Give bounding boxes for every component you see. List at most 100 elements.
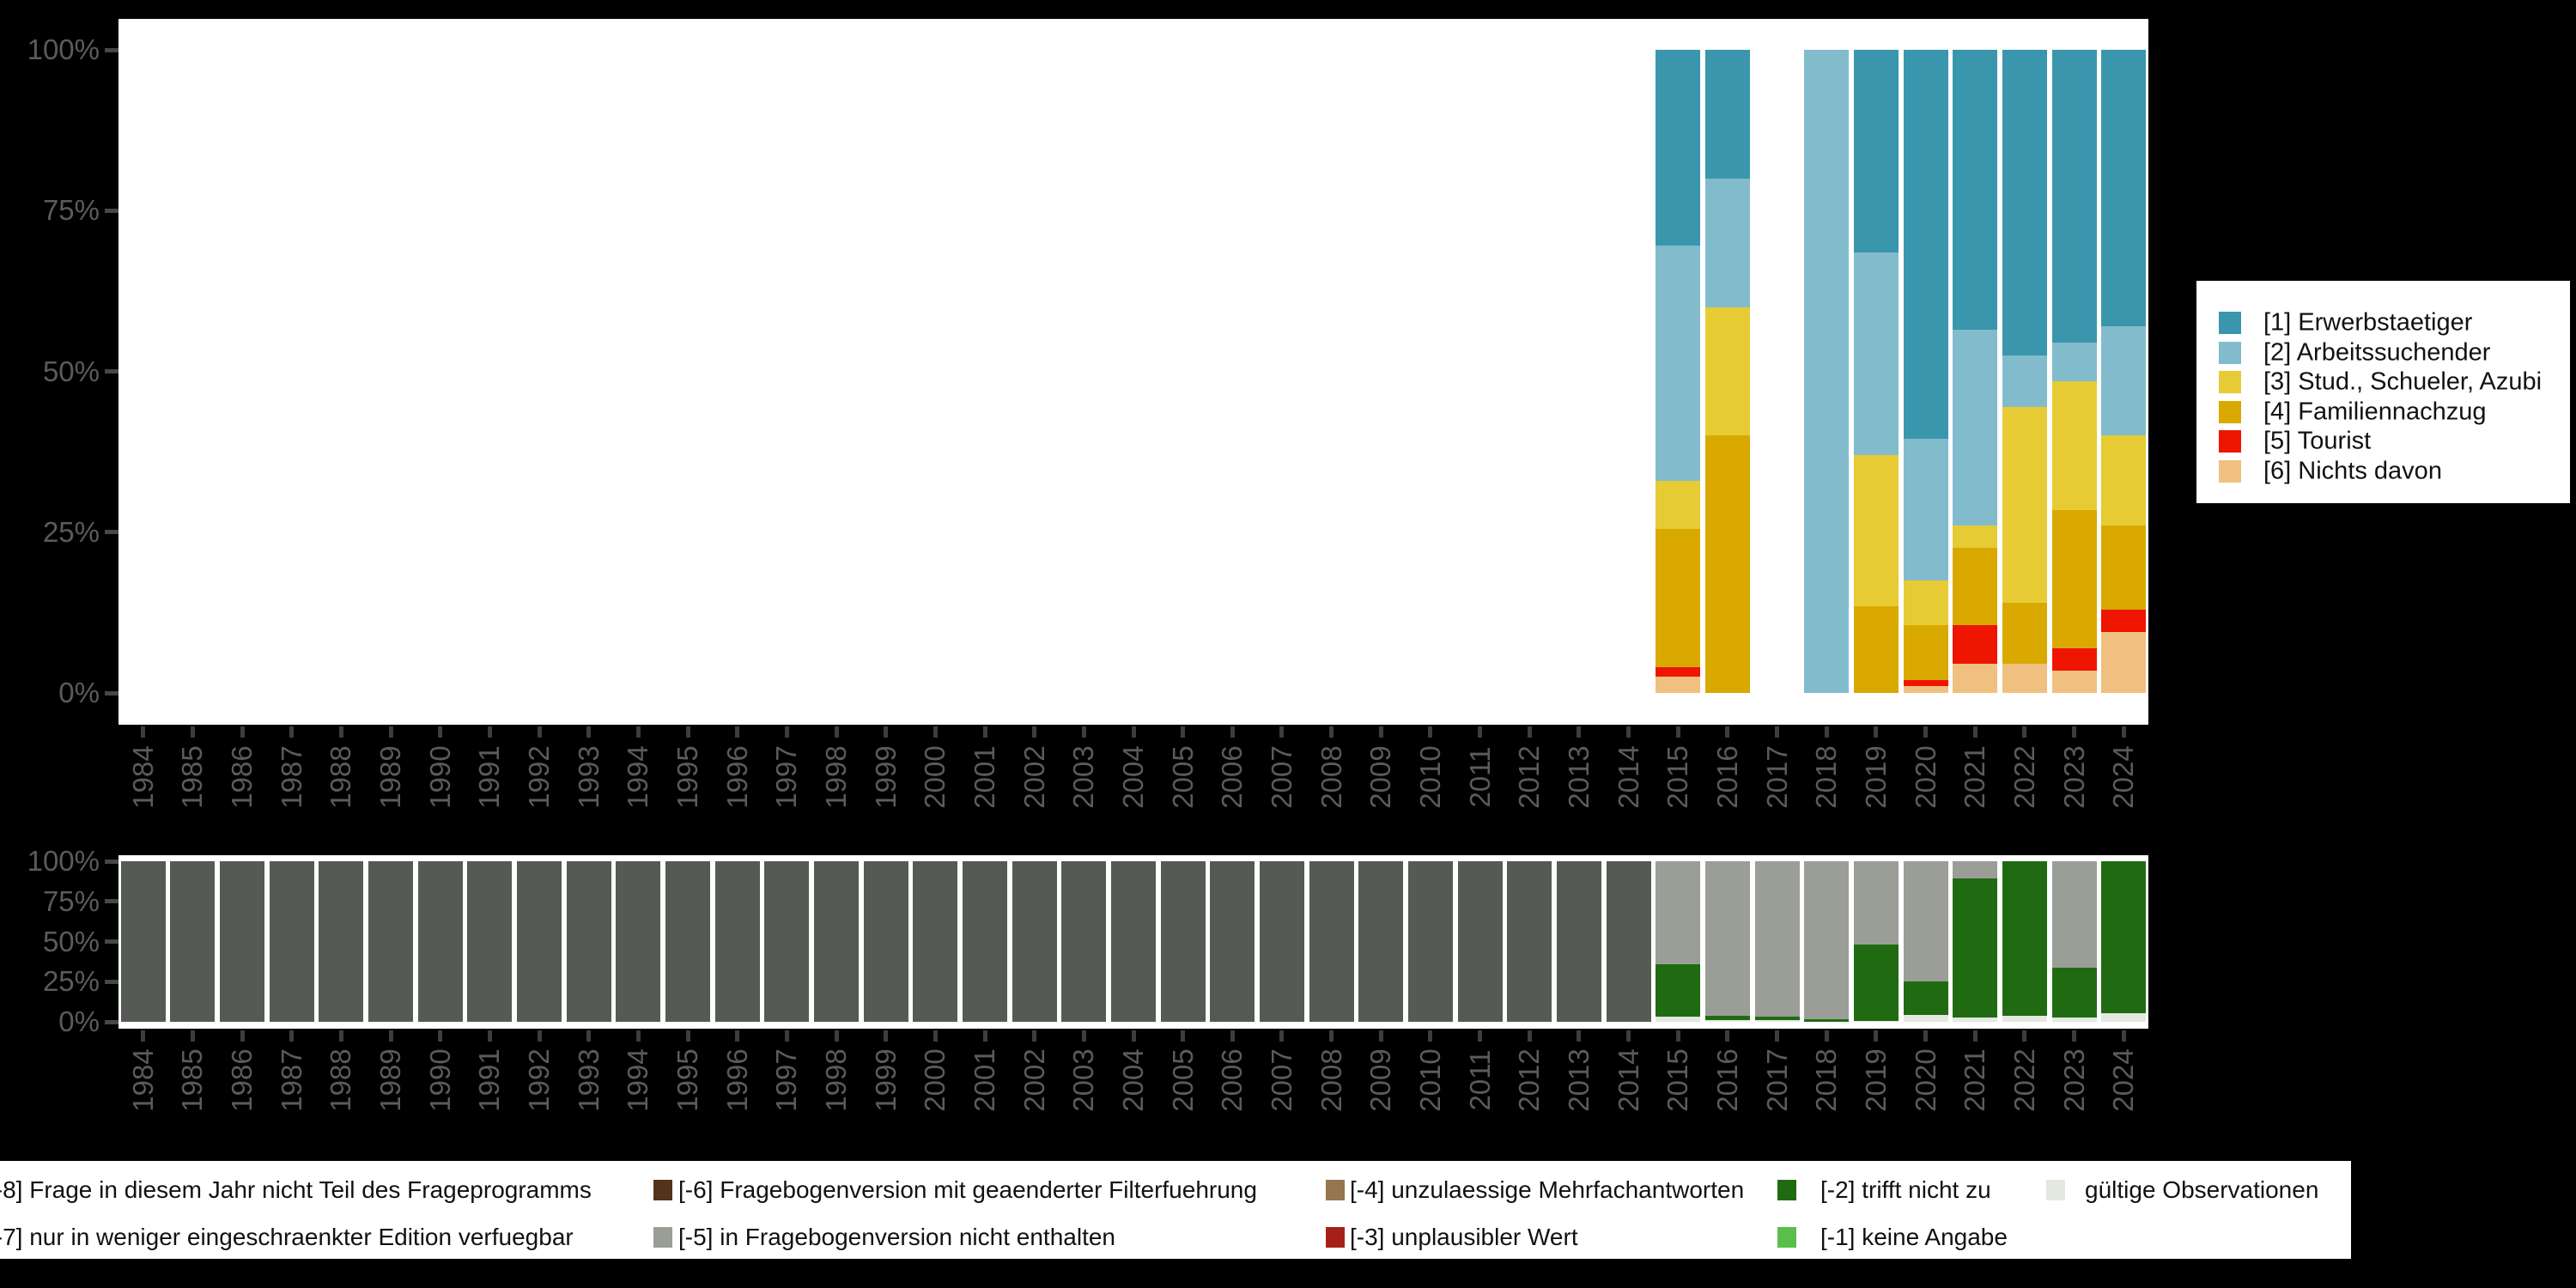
x-tick-label-2022: 2022 (2008, 1048, 2040, 1112)
x-tick-mark (1972, 1030, 1978, 1042)
bar-segment-2022 (2002, 406, 2047, 604)
missing-codes-legend: [-8] Frage in diesem Jahr nicht Teil des… (0, 1161, 2351, 1259)
x-tick-mark (1329, 1030, 1334, 1042)
bar-segment-2005 (1160, 861, 1206, 1022)
x-tick-label-2010: 2010 (1413, 745, 1446, 809)
x-tick-mark (1675, 726, 1680, 738)
missing-legend-swatch (1777, 1180, 1796, 1200)
stacked-bar-1999 (863, 861, 908, 1022)
stacked-bar-2022 (2002, 861, 2047, 1022)
x-tick-label-2011: 2011 (1463, 1049, 1496, 1111)
stacked-bar-2001 (963, 861, 1008, 1022)
x-tick-mark (685, 1030, 690, 1042)
x-tick-label-2008: 2008 (1315, 745, 1347, 809)
x-tick-mark (1527, 1030, 1532, 1042)
bar-segment-2021 (1953, 50, 1998, 330)
y-tick-mark (105, 530, 118, 535)
bar-segment-2013 (1556, 861, 1601, 1022)
x-tick-mark (537, 1030, 542, 1042)
bar-segment-2015 (1656, 963, 1701, 1018)
bar-segment-2024 (2101, 526, 2147, 610)
y-tick-label-100: 100% (27, 33, 100, 65)
bar-segment-1990 (417, 861, 463, 1022)
bar-segment-1994 (616, 861, 661, 1022)
stacked-bar-2013 (1556, 861, 1601, 1022)
bar-segment-2020 (1903, 625, 1948, 680)
x-tick-label-1986: 1986 (226, 1048, 258, 1112)
x-tick-label-1992: 1992 (523, 745, 556, 809)
stacked-bar-1994 (616, 861, 661, 1022)
bar-segment-2020 (1903, 981, 1948, 1015)
bar-segment-2020 (1903, 861, 1948, 982)
x-tick-mark (438, 726, 443, 738)
x-tick-label-1994: 1994 (622, 1048, 654, 1112)
x-tick-label-1995: 1995 (671, 1048, 704, 1112)
x-tick-label-2007: 2007 (1265, 1048, 1297, 1112)
x-tick-mark (388, 1030, 393, 1042)
bar-segment-1995 (665, 861, 711, 1022)
legend-swatch (2219, 400, 2241, 423)
x-tick-label-1989: 1989 (374, 745, 407, 809)
x-tick-mark (1527, 726, 1532, 738)
x-tick-mark (1279, 726, 1285, 738)
stacked-bar-2004 (1111, 861, 1156, 1022)
stacked-bar-2015 (1656, 50, 1701, 693)
stacked-bar-2010 (1407, 861, 1453, 1022)
bar-segment-2021 (1953, 526, 1998, 549)
bar-segment-2023 (2051, 380, 2097, 510)
x-tick-mark (685, 726, 690, 738)
x-tick-mark (1378, 1030, 1383, 1042)
x-tick-label-1991: 1991 (473, 745, 506, 809)
missing-legend-label: [-5] in Fragebogenversion nicht enthalte… (678, 1224, 1115, 1250)
x-tick-label-1987: 1987 (275, 745, 307, 809)
bar-segment-2021 (1953, 548, 1998, 626)
bar-segment-2007 (1259, 861, 1304, 1022)
x-tick-label-2001: 2001 (969, 1048, 1001, 1112)
bar-segment-2023 (2051, 50, 2097, 343)
activity-chart-plot-area (118, 19, 2148, 725)
x-tick-mark (834, 1030, 839, 1042)
x-tick-label-2001: 2001 (969, 745, 1001, 809)
y-tick-mark (105, 47, 118, 52)
stacked-bar-2018 (1804, 861, 1850, 1022)
x-tick-label-2002: 2002 (1018, 745, 1050, 809)
x-tick-mark (141, 1030, 146, 1042)
x-tick-mark (735, 726, 740, 738)
bar-segment-2024 (2101, 50, 2147, 327)
x-tick-mark (1824, 1030, 1829, 1042)
bar-segment-2020 (1903, 439, 1948, 580)
bar-segment-2023 (2051, 968, 2097, 1018)
bar-segment-2008 (1309, 861, 1354, 1022)
bar-segment-1997 (764, 861, 810, 1022)
x-tick-mark (784, 726, 789, 738)
stacked-bar-1995 (665, 861, 711, 1022)
stacked-bar-2003 (1061, 861, 1107, 1022)
x-tick-mark (141, 726, 146, 738)
bar-segment-2000 (913, 861, 958, 1022)
bar-segment-1992 (517, 861, 562, 1022)
bar-segment-2003 (1061, 861, 1107, 1022)
bar-segment-2015 (1656, 667, 1701, 677)
y-tick-label-0: 0% (58, 677, 100, 708)
stacked-bar-2017 (1754, 861, 1800, 1022)
bar-segment-2004 (1111, 861, 1156, 1022)
bar-segment-2024 (2101, 326, 2147, 436)
stacked-bar-2012 (1507, 861, 1552, 1022)
x-tick-label-2013: 2013 (1562, 1048, 1595, 1112)
x-tick-label-1998: 1998 (820, 745, 853, 809)
x-tick-mark (2121, 1030, 2126, 1042)
bar-segment-2022 (2002, 664, 2047, 693)
x-tick-mark (1131, 726, 1136, 738)
x-tick-mark (2022, 1030, 2027, 1042)
missing-legend-swatch (1326, 1180, 1345, 1200)
x-tick-label-2002: 2002 (1018, 1048, 1050, 1112)
x-tick-label-1992: 1992 (523, 1048, 556, 1112)
x-tick-mark (1874, 726, 1879, 738)
x-tick-mark (635, 726, 641, 738)
x-tick-label-1997: 1997 (770, 745, 803, 809)
y-tick-mark (105, 939, 118, 944)
x-tick-mark (1972, 726, 1978, 738)
bar-segment-2022 (2002, 1016, 2047, 1022)
bar-segment-1985 (170, 861, 216, 1022)
